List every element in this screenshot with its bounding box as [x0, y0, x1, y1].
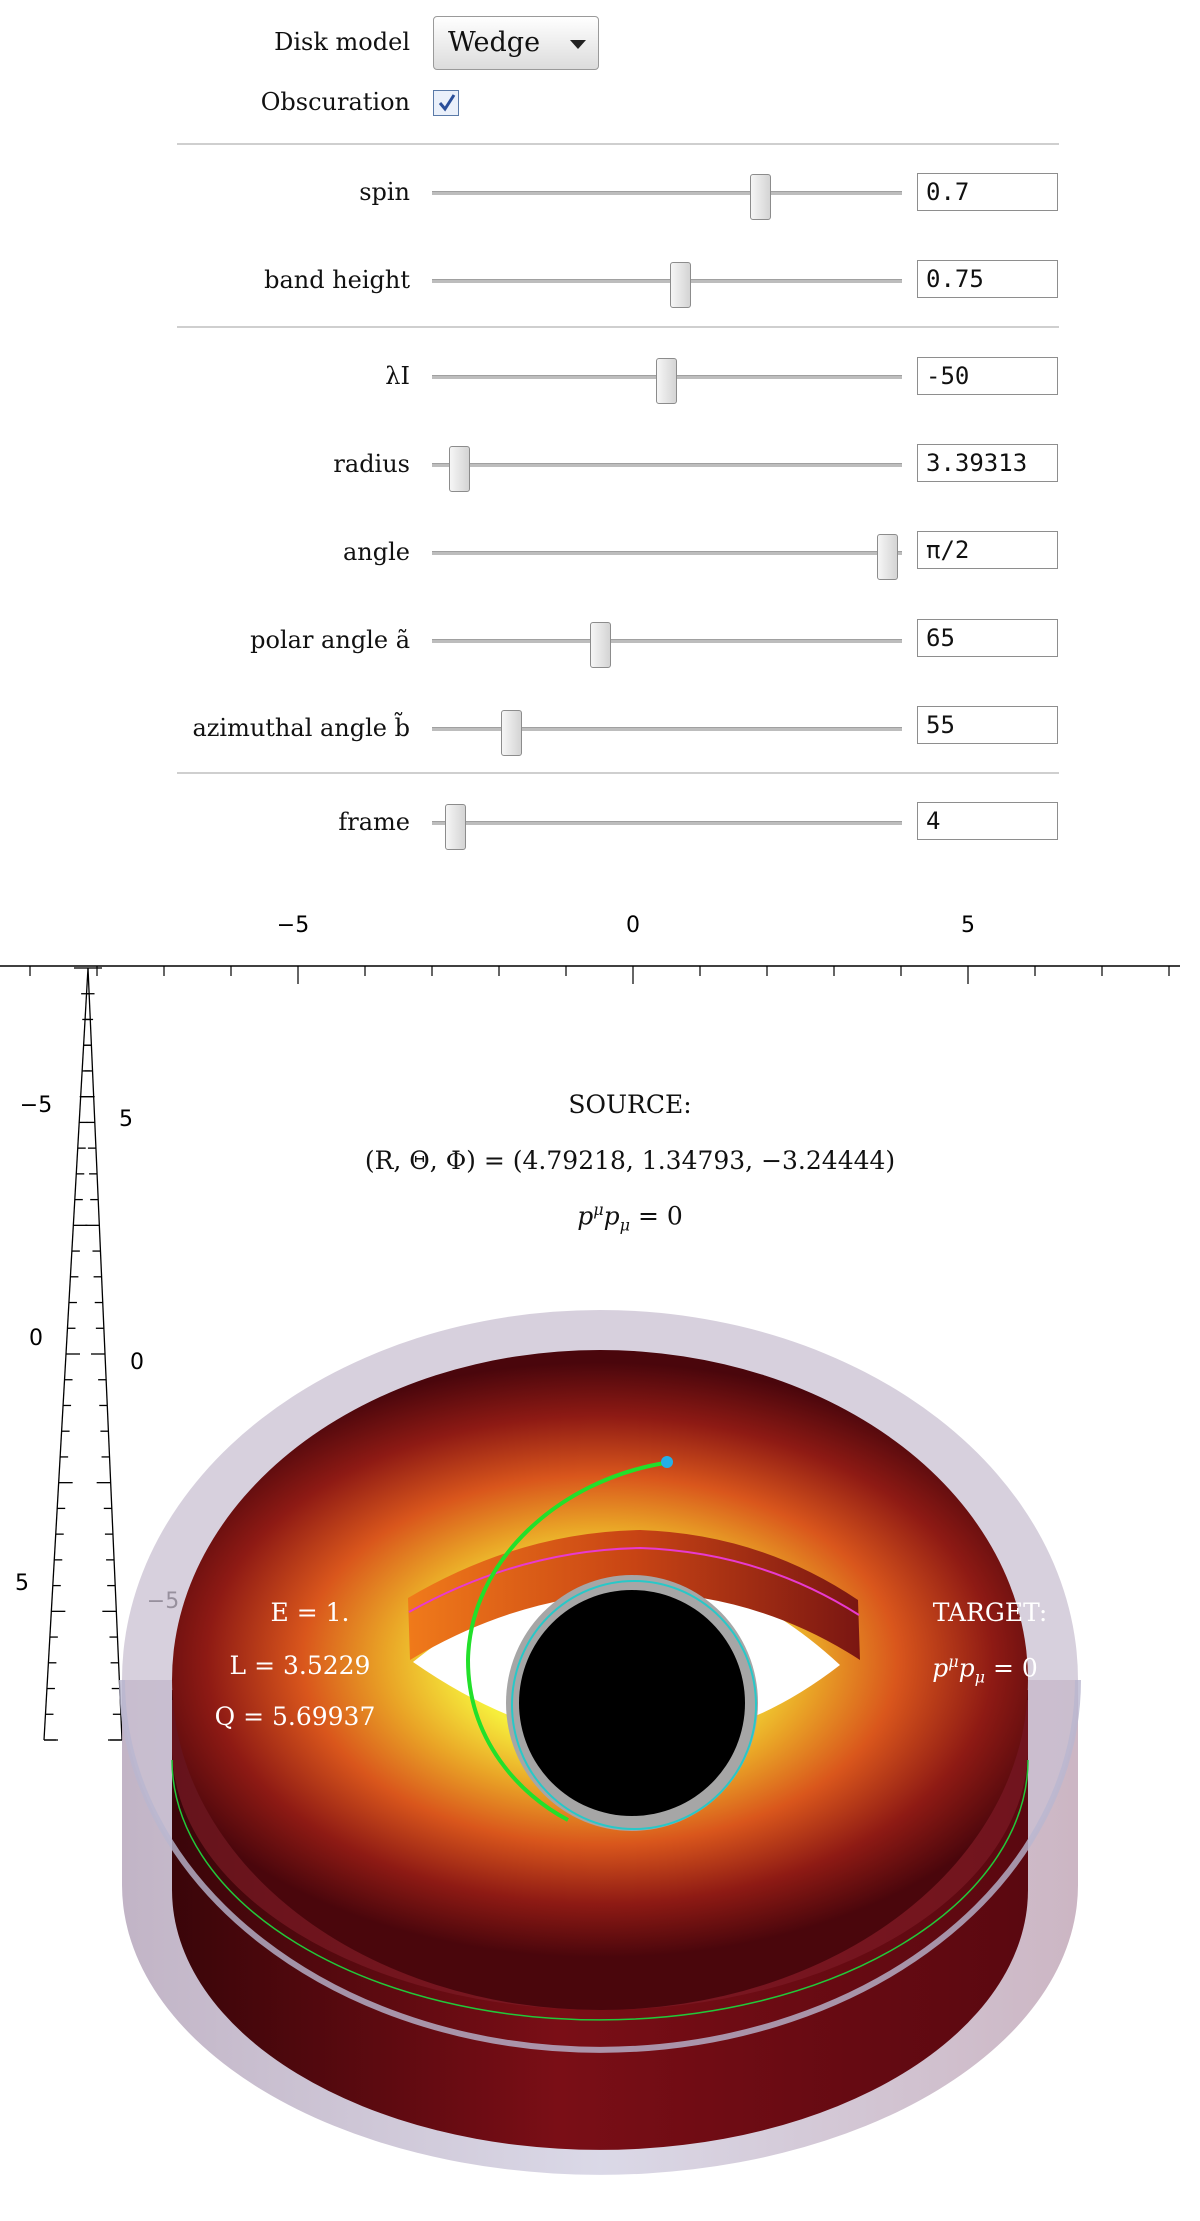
left-axis: [43, 967, 123, 1741]
slider-thumb[interactable]: [500, 710, 522, 756]
source-coordinates: (R, Θ, Φ) = (4.79218, 1.34793, −3.24444): [364, 1146, 896, 1175]
polar-angle-value-field[interactable]: 65: [917, 619, 1058, 657]
radius-label: radius: [333, 450, 410, 478]
source-point: [661, 1456, 673, 1468]
slider-thumb[interactable]: [444, 804, 466, 850]
polar-angle-label: polar angle ã: [250, 626, 410, 654]
glass-rim: [119, 1679, 1081, 2053]
subscript: μ: [619, 1215, 631, 1235]
momentum-symbol: p: [932, 1653, 949, 1683]
slider-track: [432, 727, 902, 731]
superscript: μ: [593, 1200, 604, 1219]
radius-slider[interactable]: [432, 446, 902, 492]
energy-label: E = 1.: [270, 1598, 350, 1627]
slider-track: [432, 551, 902, 555]
disk-model-label: Disk model: [274, 28, 410, 56]
photon-geodesic: [465, 1461, 666, 1822]
left-tick-label: 5: [119, 1107, 133, 1132]
frame-label: frame: [338, 808, 410, 836]
obscuration-checkbox[interactable]: [433, 90, 459, 116]
slider-track: [432, 639, 902, 643]
chevron-down-icon: [570, 40, 586, 49]
band-height-label: band height: [264, 266, 410, 294]
frame-slider[interactable]: [432, 804, 902, 850]
azimuthal-angle-label: azimuthal angle b̃: [192, 714, 410, 742]
slider-track: [432, 279, 902, 283]
angular-momentum-label: L = 3.5229: [229, 1651, 371, 1680]
slider-thumb[interactable]: [750, 174, 771, 220]
spin-value-field[interactable]: 0.7: [917, 173, 1058, 211]
source-null-condition: pμpμ = 0: [500, 1200, 760, 1234]
source-title: SOURCE:: [568, 1090, 692, 1119]
carter-constant-label: Q = 5.69937: [214, 1702, 376, 1731]
disk-inner-wall: [408, 1530, 860, 1660]
ergosphere-outline: [511, 1580, 757, 1830]
slider-thumb[interactable]: [876, 534, 898, 580]
target-title: TARGET:: [932, 1598, 1048, 1627]
left-tick-label: −5: [20, 1093, 52, 1118]
checkmark-icon: [438, 94, 456, 112]
obscuration-label: Obscuration: [260, 88, 410, 116]
momentum-symbol: p: [958, 1653, 975, 1683]
black-hole-3d-plot[interactable]: −5 0 5 −5 0 5 5 0 −5: [0, 880, 1200, 2221]
divider: [177, 143, 1059, 145]
top-tick-label: −5: [277, 913, 309, 938]
spin-label: spin: [359, 178, 410, 206]
equals-zero: = 0: [630, 1201, 683, 1231]
azimuthal-angle-value-field[interactable]: 55: [917, 706, 1058, 744]
spin-slider[interactable]: [432, 174, 902, 220]
photon-orbit-line: [408, 1546, 860, 1616]
disk-model-value: Wedge: [448, 27, 541, 58]
event-horizon: [519, 1590, 745, 1816]
slider-track: [432, 191, 902, 195]
angle-slider[interactable]: [432, 534, 902, 580]
equals-zero: = 0: [985, 1653, 1038, 1683]
slider-thumb[interactable]: [670, 262, 692, 308]
superscript: μ: [948, 1652, 959, 1671]
momentum-symbol: p: [577, 1201, 594, 1231]
angle-value-field[interactable]: π/2: [917, 531, 1058, 569]
disk-model-dropdown[interactable]: Wedge: [433, 16, 599, 70]
left-tick-label: 5: [15, 1571, 29, 1596]
momentum-symbol: p: [603, 1201, 620, 1231]
slider-track: [432, 463, 902, 467]
slider-thumb[interactable]: [590, 622, 612, 668]
subscript: μ: [974, 1667, 986, 1687]
left-tick-label: 0: [130, 1350, 144, 1375]
target-null-condition: pμpμ = 0: [895, 1652, 1075, 1686]
slider-thumb[interactable]: [449, 446, 471, 492]
band-height-value-field[interactable]: 0.75: [917, 260, 1058, 298]
polar-angle-slider[interactable]: [432, 622, 902, 668]
azimuthal-angle-slider[interactable]: [432, 710, 902, 756]
lambda-slider[interactable]: [432, 358, 902, 404]
lambda-value-field[interactable]: -50: [917, 357, 1058, 395]
top-axis: −5 0 5: [0, 913, 1180, 984]
left-tick-label: 0: [29, 1326, 43, 1351]
radius-value-field[interactable]: 3.39313: [917, 444, 1058, 482]
top-tick-label: 5: [961, 913, 975, 938]
lambda-label: λI: [385, 362, 410, 390]
slider-track: [432, 821, 902, 825]
divider: [177, 772, 1059, 774]
band-height-slider[interactable]: [432, 262, 902, 308]
frame-value-field[interactable]: 4: [917, 802, 1058, 840]
top-tick-label: 0: [626, 913, 640, 938]
equator-line: [171, 1759, 1029, 2021]
slider-thumb[interactable]: [656, 358, 677, 404]
angle-label: angle: [342, 538, 410, 566]
divider: [177, 326, 1059, 328]
